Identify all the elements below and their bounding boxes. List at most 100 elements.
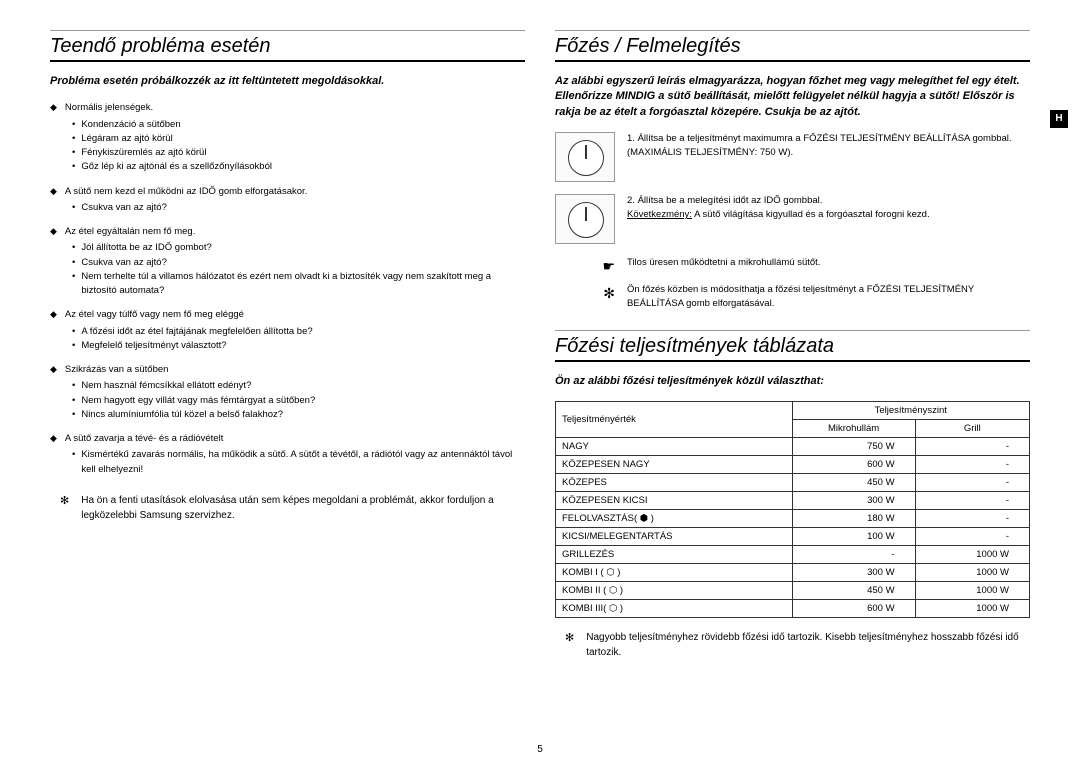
- dot-icon: •: [72, 146, 75, 160]
- sub-bullet-text: Nem használ fémcsíkkal ellátott edényt?: [81, 379, 251, 393]
- sub-bullet: •Gőz lép ki az ajtónál és a szellőzőnyíl…: [72, 160, 525, 174]
- cell-mw: 600 W: [792, 600, 915, 618]
- power-table-title: Főzési teljesítmények táblázata: [555, 330, 1030, 362]
- sub-bullets: • A főzési időt az étel fajtájának megfel…: [72, 325, 525, 354]
- diamond-icon: ◆: [50, 185, 57, 199]
- cooking-title: Főzés / Felmelegítés: [555, 30, 1030, 62]
- sub-bullet: •Nincs alumíniumfólia túl közel a belső …: [72, 408, 525, 422]
- sub-bullet-text: Gőz lép ki az ajtónál és a szellőzőnyílá…: [81, 160, 272, 174]
- dial-image-2: [555, 194, 615, 244]
- sub-bullet: •Megfelelő teljesítményt választott?: [72, 339, 525, 353]
- sub-bullet-text: Kismértékű zavarás normális, ha működik …: [81, 448, 525, 477]
- bullet-section: ◆ Az étel vagy túlfő vagy nem fő meg elég…: [50, 308, 525, 353]
- th-value: Teljesítményérték: [556, 402, 793, 438]
- sub-bullet-text: Csukva van az ajtó?: [81, 201, 167, 215]
- cell-grill: -: [915, 528, 1029, 546]
- table-row: KOMBI III( ⬡ )600 W1000 W: [556, 600, 1030, 618]
- bullet-main: ◆ Az étel vagy túlfő vagy nem fő meg elég…: [50, 308, 525, 322]
- cell-name: KÖZEPESEN NAGY: [556, 456, 793, 474]
- sub-bullet-text: Nem hagyott egy villát vagy más fémtárgy…: [81, 394, 315, 408]
- cooking-intro: Az alábbi egyszerű leírás elmagyarázza, …: [555, 74, 1030, 120]
- step-1: 1. Állítsa be a teljesítményt maximumra …: [555, 132, 1030, 182]
- warning-1: ☛ Tilos üresen működtetni a mikrohullámú…: [555, 256, 1030, 277]
- page-container: Teendő probléma esetén Probléma esetén p…: [50, 30, 1030, 743]
- cell-mw: 450 W: [792, 474, 915, 492]
- table-row: KÖZEPESEN KICSI300 W-: [556, 492, 1030, 510]
- sub-bullet-text: Kondenzáció a sütőben: [81, 118, 180, 132]
- sub-bullets: • Nem használ fémcsíkkal ellátott edényt?…: [72, 379, 525, 422]
- cell-name: KÖZEPESEN KICSI: [556, 492, 793, 510]
- sub-bullet-text: Fénykiszüremlés az ajtó körül: [81, 146, 206, 160]
- dial-image-1: [555, 132, 615, 182]
- dot-icon: •: [72, 241, 75, 255]
- th-microwave: Mikrohullám: [792, 420, 915, 438]
- bullet-main: ◆ A sütő nem kezd el működni az IDŐ gomb …: [50, 185, 525, 199]
- sub-bullet-text: Csukva van az ajtó?: [81, 256, 167, 270]
- bullet-main-text: A sütő nem kezd el működni az IDŐ gomb e…: [65, 185, 307, 199]
- bullet-main-text: Normális jelenségek.: [65, 101, 153, 115]
- sub-bullet: •Jól állította be az IDŐ gombot?: [72, 241, 525, 255]
- bullet-section: ◆Az étel egyáltalán nem fő meg. •Jól állí…: [50, 225, 525, 298]
- dot-icon: •: [72, 256, 75, 270]
- table-row: NAGY750 W-: [556, 438, 1030, 456]
- note-icon: ✻: [555, 283, 615, 312]
- table-row: FELOLVASZTÁS( ⬢ )180 W-: [556, 510, 1030, 528]
- sub-bullet-text: A főzési időt az étel fajtájának megfele…: [81, 325, 312, 339]
- cell-grill: -: [915, 492, 1029, 510]
- dot-icon: •: [72, 379, 75, 393]
- sub-bullet: •Kismértékű zavarás normális, ha működik…: [72, 448, 525, 477]
- bullet-main: ◆ Szikrázás van a sütőben: [50, 363, 525, 377]
- th-grill: Grill: [915, 420, 1029, 438]
- power-table-intro: Ön az alábbi főzési teljesítmények közül…: [555, 374, 1030, 389]
- warning-2-text: Ön főzés közben is módosíthatja a főzési…: [627, 283, 1030, 312]
- cell-mw: -: [792, 546, 915, 564]
- step-2: 2. Állítsa be a melegítési időt az IDŐ g…: [555, 194, 1030, 244]
- dot-icon: •: [72, 339, 75, 353]
- troubleshoot-title: Teendő probléma esetén: [50, 30, 525, 62]
- cell-grill: 1000 W: [915, 546, 1029, 564]
- sub-bullet-text: Légáram az ajtó körül: [81, 132, 172, 146]
- cell-name: KOMBI III( ⬡ ): [556, 600, 793, 618]
- cell-grill: 1000 W: [915, 600, 1029, 618]
- cell-grill: -: [915, 474, 1029, 492]
- power-table: Teljesítményérték Teljesítményszint Mikr…: [555, 401, 1030, 618]
- table-row: KOMBI I ( ⬡ )300 W1000 W: [556, 564, 1030, 582]
- right-column: Főzés / Felmelegítés Az alábbi egyszerű …: [555, 30, 1030, 743]
- bullet-section: ◆ Szikrázás van a sütőben • Nem használ fém…: [50, 363, 525, 422]
- cell-mw: 100 W: [792, 528, 915, 546]
- dot-icon: •: [72, 394, 75, 408]
- bullet-main: ◆A sütő zavarja a tévé- és a rádióvételt: [50, 432, 525, 446]
- table-row: KOMBI II ( ⬡ )450 W1000 W: [556, 582, 1030, 600]
- sub-bullet: •Légáram az ajtó körül: [72, 132, 525, 146]
- cell-grill: -: [915, 438, 1029, 456]
- cell-mw: 180 W: [792, 510, 915, 528]
- pointer-icon: ☛: [555, 256, 615, 277]
- dot-icon: •: [72, 408, 75, 422]
- left-column: Teendő probléma esetén Probléma esetén p…: [50, 30, 525, 743]
- bullet-main: ◆Normális jelenségek.: [50, 101, 525, 115]
- table-row: KÖZEPESEN NAGY600 W-: [556, 456, 1030, 474]
- power-note: ✻ Nagyobb teljesítményhez rövidebb főzés…: [555, 630, 1030, 660]
- cell-grill: 1000 W: [915, 564, 1029, 582]
- cell-name: KICSI/MELEGENTARTÁS: [556, 528, 793, 546]
- cell-grill: 1000 W: [915, 582, 1029, 600]
- diamond-icon: ◆: [50, 308, 57, 322]
- table-row: KICSI/MELEGENTARTÁS100 W-: [556, 528, 1030, 546]
- service-note: ✻ Ha ön a fenti utasítások elolvasása ut…: [50, 493, 525, 523]
- bullet-main-text: Az étel vagy túlfő vagy nem fő meg elégg…: [65, 308, 244, 322]
- bullet-main-text: Szikrázás van a sütőben: [65, 363, 169, 377]
- bullet-section: ◆Normális jelenségek. • Kondenzáció a sütő…: [50, 101, 525, 174]
- step-2-pre: Állítsa be a melegítési időt az IDŐ gomb…: [638, 195, 823, 206]
- sub-bullet-text: Nem terhelte túl a villamos hálózatot és…: [81, 270, 525, 299]
- bullet-main: ◆Az étel egyáltalán nem fő meg.: [50, 225, 525, 239]
- diamond-icon: ◆: [50, 363, 57, 377]
- bullet-section: ◆ A sütő nem kezd el működni az IDŐ gomb …: [50, 185, 525, 216]
- sub-bullet: •Nem terhelte túl a villamos hálózatot é…: [72, 270, 525, 299]
- dot-icon: •: [72, 325, 75, 339]
- cell-name: KÖZEPES: [556, 474, 793, 492]
- sub-bullet: • Nem hagyott egy villát vagy más fémtárg…: [72, 394, 525, 408]
- cell-name: NAGY: [556, 438, 793, 456]
- sub-bullets: •Kismértékű zavarás normális, ha működik…: [72, 448, 525, 477]
- power-note-text: Nagyobb teljesítményhez rövidebb főzési …: [586, 630, 1030, 660]
- dot-icon: •: [72, 448, 75, 477]
